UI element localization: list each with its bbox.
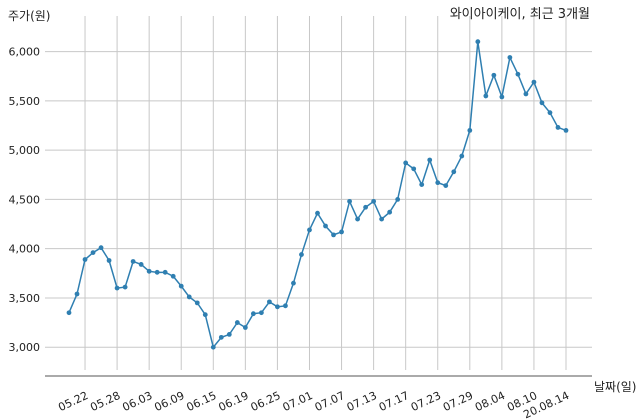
data-point bbox=[443, 183, 449, 188]
data-point bbox=[363, 204, 368, 210]
data-point bbox=[234, 320, 240, 325]
data-point bbox=[170, 273, 176, 279]
x-tick-label: 06.19 bbox=[217, 389, 251, 414]
data-point bbox=[507, 55, 513, 60]
x-tick-label: 07.29 bbox=[441, 389, 475, 414]
data-point bbox=[186, 294, 192, 300]
data-point bbox=[395, 196, 401, 202]
data-point bbox=[539, 100, 545, 106]
y-tick-label: 4,000 bbox=[9, 243, 41, 256]
x-tick-label: 06.09 bbox=[152, 389, 186, 414]
data-point bbox=[491, 72, 497, 78]
price-series bbox=[66, 39, 569, 350]
chart-title: 와이아이케이, 최근 3개월 bbox=[450, 7, 590, 22]
data-point bbox=[66, 310, 72, 316]
data-point bbox=[130, 259, 136, 264]
y-tick-label: 3,000 bbox=[9, 341, 41, 354]
x-tick-label: 05.28 bbox=[88, 389, 122, 414]
x-axis-ticks: 05.2205.2806.0306.0906.1506.1906.2507.01… bbox=[56, 389, 571, 419]
data-point bbox=[355, 216, 360, 222]
data-point bbox=[275, 304, 280, 310]
data-point bbox=[242, 325, 248, 330]
x-tick-label: 07.23 bbox=[409, 389, 443, 414]
data-point bbox=[499, 94, 505, 100]
data-point bbox=[307, 227, 312, 233]
data-point bbox=[555, 125, 561, 130]
data-point bbox=[515, 71, 521, 77]
data-point bbox=[299, 252, 304, 257]
data-point bbox=[82, 257, 88, 262]
x-tick-label: 05.22 bbox=[56, 389, 90, 414]
data-point bbox=[98, 245, 104, 251]
data-point bbox=[218, 334, 224, 340]
y-tick-label: 6,000 bbox=[9, 46, 41, 59]
data-point bbox=[291, 280, 296, 286]
data-point bbox=[403, 160, 409, 166]
data-point bbox=[411, 166, 417, 172]
data-point bbox=[162, 269, 168, 275]
data-point bbox=[250, 311, 256, 317]
x-tick-label: 06.25 bbox=[249, 389, 283, 414]
y-tick-label: 3,500 bbox=[9, 292, 41, 305]
data-point bbox=[483, 93, 489, 99]
data-point bbox=[202, 312, 208, 318]
x-tick-label: 06.15 bbox=[185, 389, 219, 414]
series-line bbox=[68, 41, 567, 349]
data-point bbox=[315, 210, 320, 216]
data-point bbox=[419, 182, 425, 188]
y-axis-ticks: 3,000 3,500 4,000 4,500 5,000 5,500 6,000 bbox=[9, 46, 41, 355]
data-point bbox=[74, 291, 80, 297]
x-tick-label: 06.03 bbox=[120, 389, 154, 414]
data-point bbox=[210, 344, 216, 350]
data-point bbox=[451, 169, 457, 175]
data-point bbox=[106, 258, 112, 263]
x-tick-label: 07.01 bbox=[281, 389, 315, 414]
data-point bbox=[154, 269, 160, 275]
data-point bbox=[226, 332, 232, 337]
data-point bbox=[459, 153, 465, 159]
data-point bbox=[90, 250, 96, 256]
data-point bbox=[258, 310, 264, 316]
data-point bbox=[331, 232, 336, 238]
data-point bbox=[146, 268, 152, 274]
data-point bbox=[563, 128, 569, 133]
data-point bbox=[435, 180, 441, 186]
data-point bbox=[194, 300, 200, 306]
data-point bbox=[114, 285, 120, 291]
x-tick-label: 07.07 bbox=[313, 389, 347, 414]
data-point bbox=[283, 303, 288, 309]
data-point bbox=[122, 284, 128, 290]
x-tick-label: 08.04 bbox=[473, 389, 507, 414]
data-point bbox=[523, 91, 529, 97]
data-point bbox=[547, 110, 553, 116]
y-tick-label: 5,500 bbox=[9, 95, 41, 108]
data-point bbox=[138, 262, 144, 267]
data-point bbox=[339, 229, 344, 235]
data-point bbox=[347, 198, 352, 204]
x-tick-label: 07.13 bbox=[345, 389, 379, 414]
data-point bbox=[427, 157, 433, 163]
data-point bbox=[387, 209, 393, 215]
data-point bbox=[475, 39, 481, 45]
x-axis-label: 날짜(일) bbox=[594, 380, 636, 394]
data-point bbox=[178, 283, 184, 289]
data-point bbox=[371, 198, 377, 204]
x-tick-label: 07.17 bbox=[377, 389, 411, 414]
data-point bbox=[323, 223, 328, 229]
data-point bbox=[467, 128, 473, 133]
data-point bbox=[267, 299, 272, 305]
y-axis-label: 주가(원) bbox=[8, 9, 50, 23]
y-tick-label: 4,500 bbox=[9, 193, 41, 206]
data-point bbox=[379, 216, 385, 222]
data-point bbox=[531, 79, 537, 85]
y-tick-label: 5,000 bbox=[9, 144, 41, 157]
grid-lines bbox=[45, 16, 592, 377]
